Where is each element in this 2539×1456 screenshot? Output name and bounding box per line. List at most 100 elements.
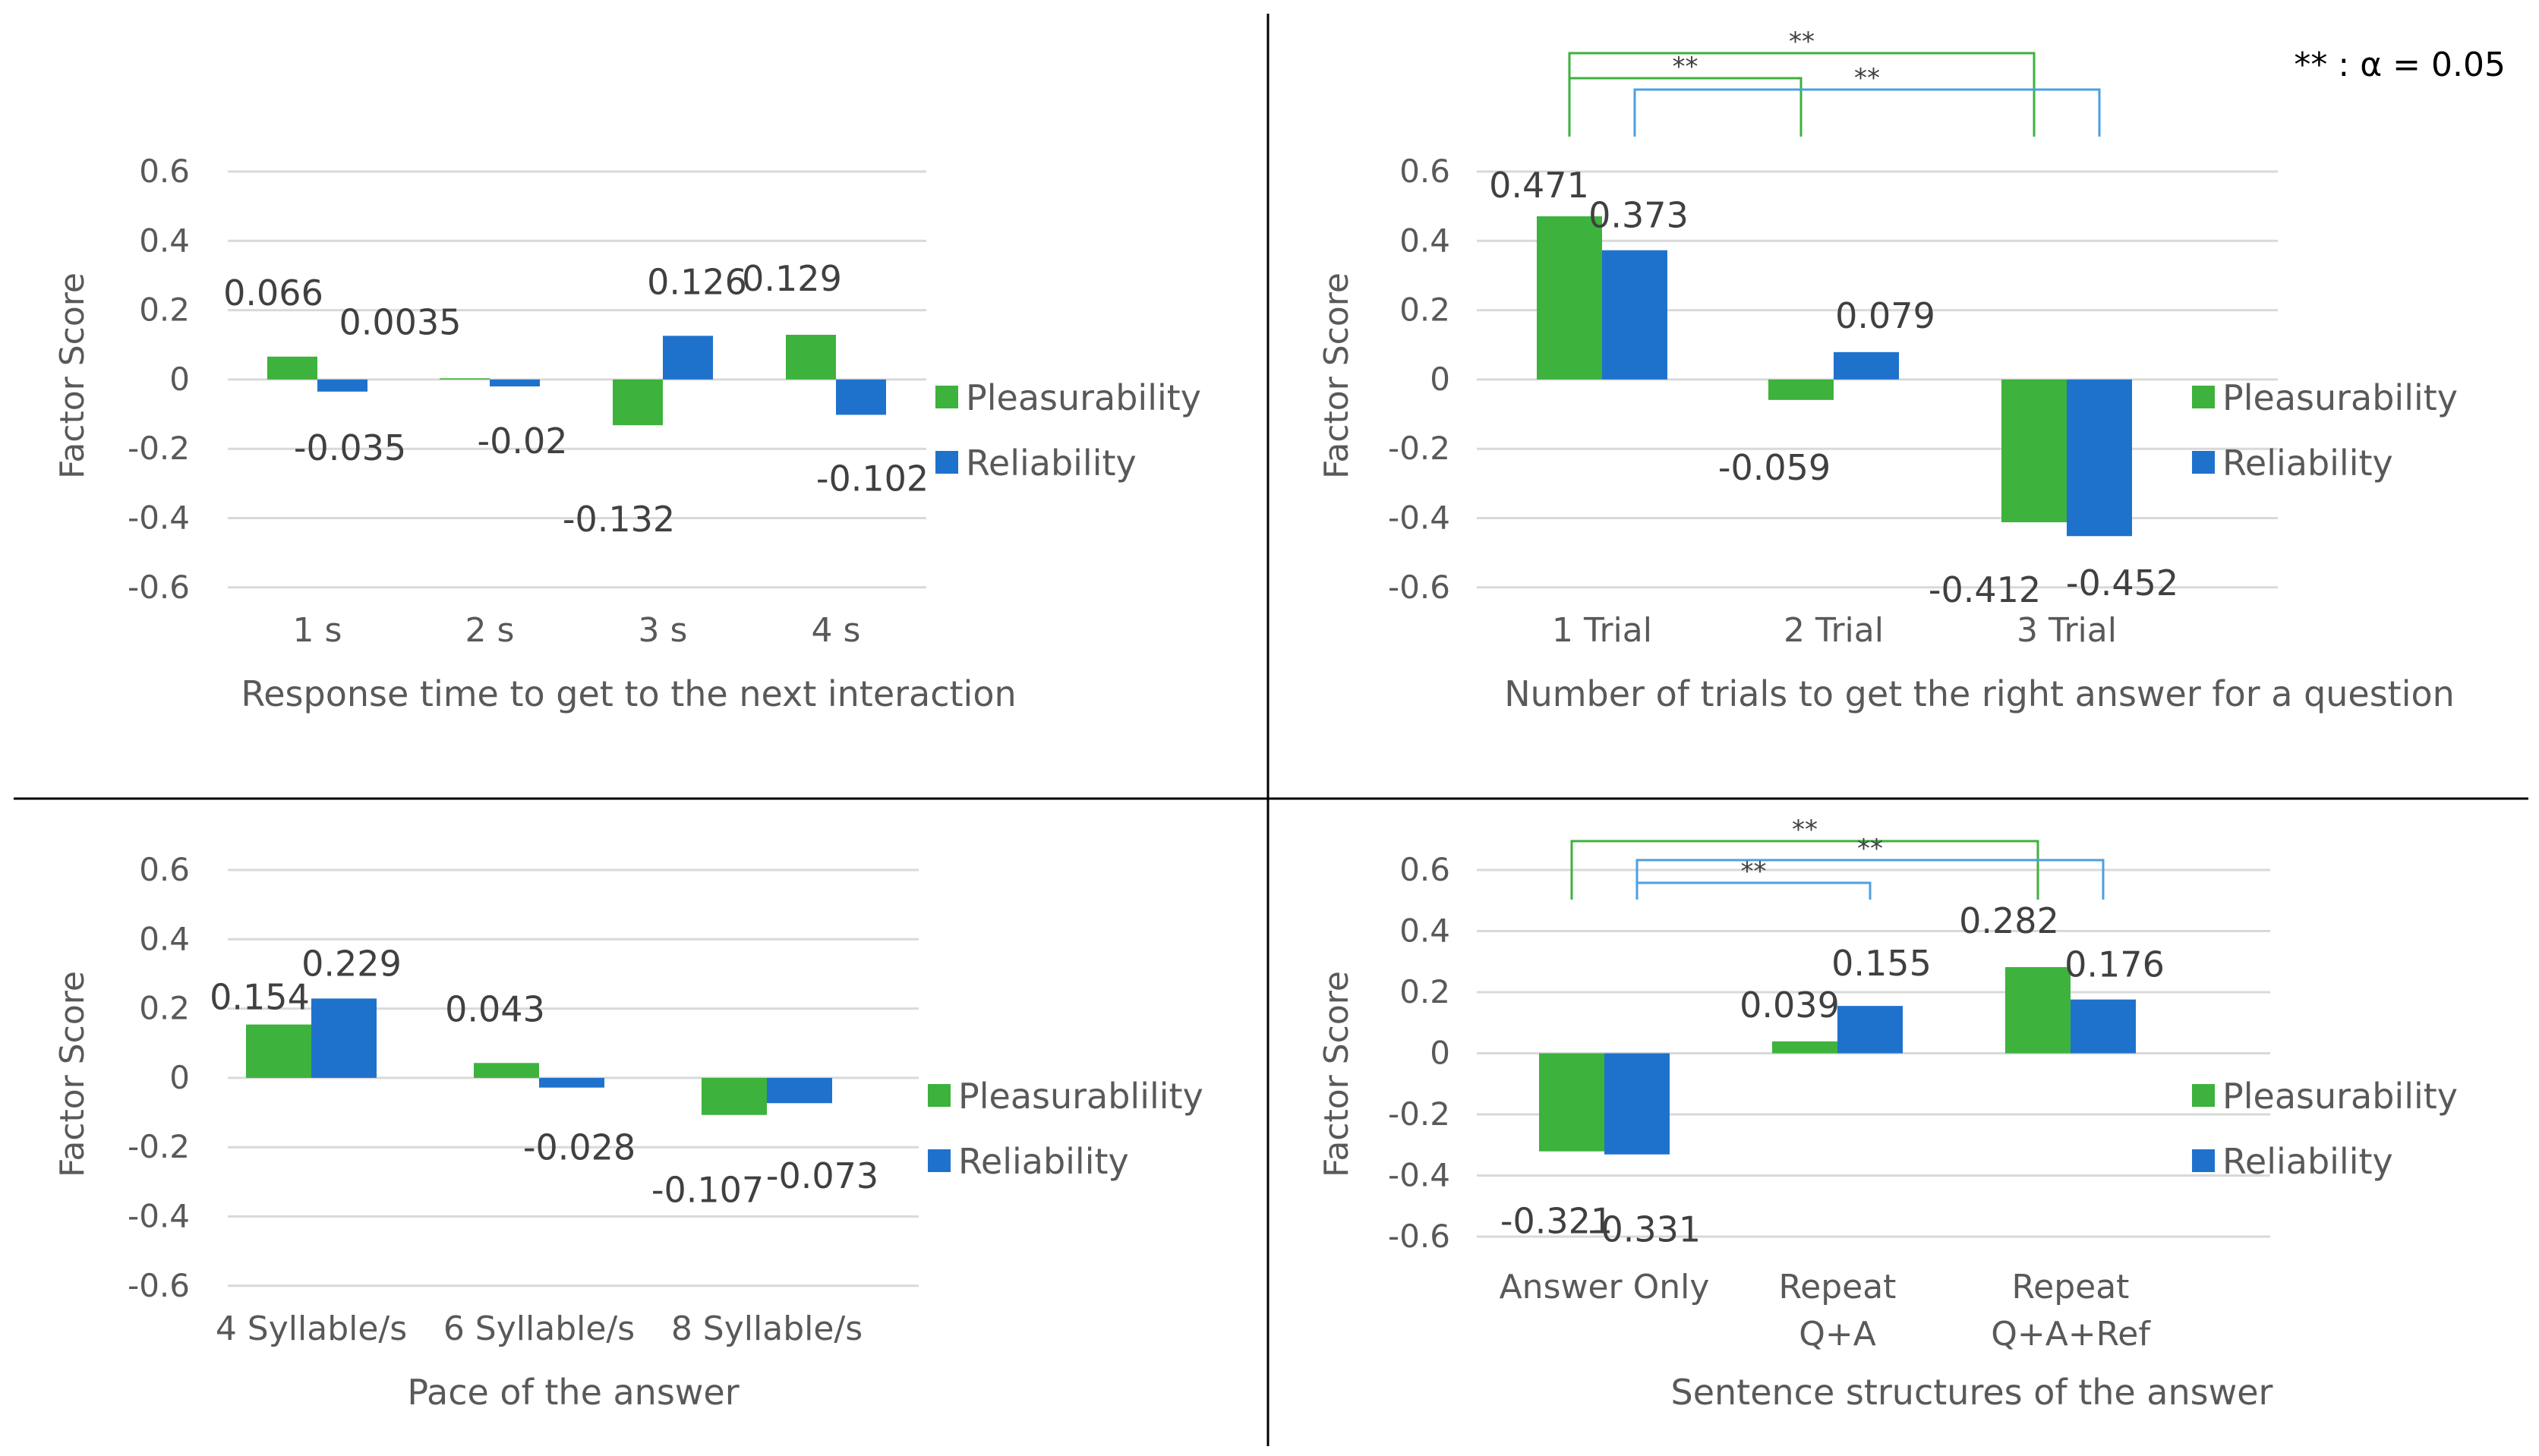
legend-swatch <box>2192 451 2215 474</box>
x-tick-label: 2 Trial <box>1784 611 1884 650</box>
data-label-reliability-2: 0.079 <box>1835 295 1935 336</box>
legend-label-pleasurability: Pleasurability <box>2222 377 2458 418</box>
significance-bracket <box>1635 859 2105 900</box>
bar-reliability-2 <box>490 379 540 387</box>
legend-label-reliability: Reliability <box>2222 1141 2393 1182</box>
bar-pleasurability-3 <box>2001 379 2067 522</box>
data-label-reliability-3: 0.176 <box>2064 944 2165 985</box>
data-label-pleasurability-3: 0.282 <box>1959 900 2059 941</box>
bar-reliability-1 <box>317 379 367 392</box>
data-label-reliability-1: -0.331 <box>1588 1209 1701 1250</box>
significance-mark: ** <box>1673 52 1698 82</box>
x-axis-title: Sentence structures of the answer <box>1671 1372 2273 1413</box>
y-axis-title: Factor Score <box>1317 273 1356 479</box>
y-tick-label: 0.4 <box>139 222 190 259</box>
bar-pleasurability-1 <box>1539 1053 1604 1152</box>
data-label-pleasurability-1: -0.321 <box>1500 1201 1613 1242</box>
legend-label-pleasurability: Pleasurability <box>2222 1076 2458 1117</box>
y-tick-label: 0.6 <box>1399 851 1450 888</box>
chart-response-time: 0.6 0.4 0.2 0 -0.2 -0.4 -0.6 Factor Score 0.066 0… <box>53 153 1201 714</box>
y-tick-label: 0.2 <box>139 292 190 329</box>
bar-reliability-3 <box>767 1077 832 1104</box>
bar-reliability-4 <box>836 379 886 415</box>
x-tick-label: Answer Only <box>1500 1268 1710 1306</box>
bar-reliability-3 <box>2071 999 2136 1054</box>
bar-pleasurability-2 <box>440 378 490 380</box>
significance-mark: ** <box>1789 27 1815 57</box>
data-label-reliability-3: -0.073 <box>766 1155 878 1196</box>
data-label-pleasurability-2: 0.039 <box>1739 985 1840 1026</box>
data-label-pleasurablility-3: -0.107 <box>651 1170 764 1211</box>
data-label-reliability-2: 0.155 <box>1831 943 1932 984</box>
legend-swatch <box>2192 386 2215 408</box>
y-tick-label: 0.6 <box>1399 153 1450 190</box>
bar-reliability-1 <box>1604 1053 1670 1155</box>
bar-pleasurability-3 <box>613 379 663 426</box>
data-label-pleasurability-3: -0.412 <box>1929 569 2041 610</box>
data-label-pleasurablility-2: 0.043 <box>445 988 545 1029</box>
y-tick-label: 0.2 <box>139 990 190 1027</box>
bar-pleasurability-2 <box>1768 379 1834 400</box>
legend-swatch <box>935 451 958 474</box>
y-tick-label: -0.2 <box>128 1128 190 1165</box>
bar-pleasurability-1 <box>267 356 317 380</box>
y-tick-label: -0.6 <box>128 1267 190 1304</box>
significance-mark: ** <box>1854 63 1880 93</box>
bar-reliability-1 <box>311 998 377 1078</box>
data-label-reliability-1: 0.373 <box>1588 195 1689 236</box>
y-tick-label: 0.4 <box>139 920 190 957</box>
bar-reliability-2 <box>539 1077 604 1088</box>
data-label-reliability-2: -0.02 <box>477 421 567 462</box>
bar-pleasurability-2 <box>1772 1041 1837 1054</box>
data-label-pleasurablility-1: 0.154 <box>210 977 310 1018</box>
data-label-pleasurability-2: -0.059 <box>1718 447 1831 488</box>
data-label-reliability-1: 0.229 <box>301 943 402 984</box>
legend-swatch <box>928 1149 951 1172</box>
x-tick-label: 3 Trial <box>2017 611 2117 650</box>
x-tick-label: Repeat <box>2012 1268 2130 1306</box>
x-tick-label: Repeat <box>1779 1268 1897 1306</box>
x-tick-label: 8 Syllable/s <box>671 1309 863 1348</box>
y-tick-label: 0.2 <box>1399 292 1450 329</box>
x-tick-label: 1 Trial <box>1552 611 1652 650</box>
bar-pleasurablility-2 <box>474 1063 539 1078</box>
bar-pleasurability-4 <box>786 335 836 380</box>
legend-label-reliability: Reliability <box>966 443 1137 484</box>
significance-note: ** : α = 0.05 <box>2294 46 2506 84</box>
x-axis-title: Number of trials to get the right answer… <box>1504 673 2455 714</box>
bar-pleasurability-1 <box>1537 216 1602 380</box>
significance-bracket <box>1633 88 2101 137</box>
y-tick-label: 0 <box>1430 1035 1450 1072</box>
y-tick-label: -0.4 <box>128 500 190 537</box>
data-label-pleasurability-1: 0.066 <box>223 273 323 314</box>
significance-mark: ** <box>1857 834 1883 864</box>
y-tick-label: -0.6 <box>1388 1218 1450 1255</box>
y-tick-label: 0 <box>1430 361 1450 398</box>
chart-trials: 0.6 0.4 0.2 0 -0.2 -0.4 -0.6 Factor Score 0.471 -… <box>1317 27 2458 714</box>
y-tick-label: -0.2 <box>1388 430 1450 467</box>
x-tick-label: 2 s <box>465 611 515 650</box>
data-label-pleasurability-3: -0.132 <box>563 499 675 540</box>
data-label-reliability-4: -0.102 <box>816 458 929 499</box>
y-tick-label: -0.2 <box>1388 1095 1450 1133</box>
bar-reliability-3 <box>663 336 713 380</box>
x-tick-label: 4 Syllable/s <box>216 1309 407 1348</box>
data-label-reliability-3: -0.452 <box>2066 563 2178 604</box>
bar-pleasurablility-1 <box>246 1024 311 1078</box>
y-tick-label: 0.6 <box>139 851 190 888</box>
y-tick-label: -0.4 <box>128 1198 190 1235</box>
bar-reliability-3 <box>2067 379 2132 537</box>
significance-mark: ** <box>1792 815 1818 845</box>
data-label-reliability-1: -0.035 <box>294 427 406 468</box>
data-label-pleasurability-1: 0.471 <box>1489 165 1589 206</box>
y-tick-label: 0.6 <box>139 153 190 190</box>
data-label-pleasurability-2: 0.0035 <box>339 301 462 342</box>
data-label-reliability-2: -0.028 <box>523 1127 636 1168</box>
legend-label-reliability: Reliability <box>958 1141 1129 1182</box>
y-tick-label: 0.4 <box>1399 222 1450 259</box>
y-tick-label: -0.6 <box>1388 569 1450 606</box>
significance-bracket <box>1570 840 2039 900</box>
data-label-pleasurability-4: 0.129 <box>742 258 842 299</box>
